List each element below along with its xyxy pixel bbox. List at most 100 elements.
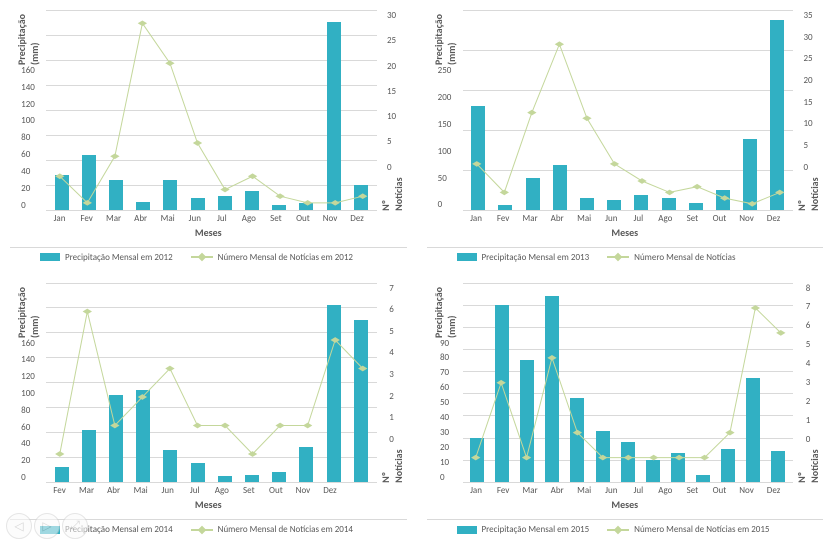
legend-news-label: Número Mensal de Notícias em 2014 <box>218 524 353 535</box>
legend: Precipitação Mensal em 2012Número Mensal… <box>10 247 407 263</box>
x-tick: Dez <box>344 213 371 224</box>
y-left-tick: 90 <box>440 338 449 349</box>
precip-bar <box>136 390 150 482</box>
x-tick: Jun <box>154 485 181 496</box>
plot-area <box>463 10 794 211</box>
y-left-tick: 20 <box>21 455 35 466</box>
precip-bar <box>553 165 567 210</box>
y-left-tick: 160 <box>21 65 35 76</box>
precip-bar <box>272 205 286 210</box>
y-left-tick: 30 <box>440 427 449 438</box>
y-right-tick: 10 <box>803 118 812 129</box>
chart-2012: Precipitação (mm)16014012010080604020030… <box>10 10 407 263</box>
y-right-tick: 6 <box>806 320 811 331</box>
x-tick: Fev <box>46 485 73 496</box>
y-left-tick: 140 <box>21 82 35 93</box>
precip-bar <box>520 360 534 482</box>
y-left-tick: 60 <box>21 149 35 160</box>
plot-area <box>463 283 794 484</box>
swatch-line-icon <box>607 252 629 262</box>
x-tick: Jul <box>625 213 652 224</box>
y-right-tick: 5 <box>803 140 812 151</box>
x-tick: Ago <box>652 485 679 496</box>
y-left-tick: 100 <box>438 146 452 157</box>
y-left-tick: 50 <box>440 397 449 408</box>
precip-bar <box>191 198 205 209</box>
precip-bar <box>354 320 368 482</box>
legend-precip-label: Precipitação Mensal em 2013 <box>482 252 590 263</box>
x-tick: Mar <box>73 485 100 496</box>
y-left-label: Precipitação (mm) <box>15 10 41 65</box>
plot-area <box>46 283 377 484</box>
legend: Precipitação Mensal em 2015Número Mensal… <box>427 519 824 535</box>
y-left-label: Precipitação (mm) <box>15 283 41 338</box>
precip-bar <box>689 203 703 209</box>
x-tick: Abr <box>544 485 571 496</box>
precip-bar <box>82 430 96 482</box>
x-tick: Set <box>235 485 262 496</box>
swatch-bar-icon <box>40 253 60 261</box>
precip-bar <box>646 460 660 482</box>
x-tick: Mai <box>571 485 598 496</box>
y-left-tick: 80 <box>21 405 35 416</box>
y-left-tick: 10 <box>440 457 449 468</box>
x-tick: Abr <box>544 213 571 224</box>
precip-bar <box>721 449 735 482</box>
legend-news-label: Número Mensal de Notícias em 2015 <box>634 524 769 535</box>
y-left-tick: 0 <box>21 200 35 211</box>
x-tick: Fev <box>73 213 100 224</box>
precip-bar <box>716 190 730 209</box>
y-left-tick: 60 <box>440 382 449 393</box>
precip-bar <box>327 305 341 482</box>
precip-bar <box>495 305 509 482</box>
next-slide-button[interactable]: ▷ <box>34 513 60 539</box>
legend: Precipitação Mensal em 2013 Número Mensal… <box>427 247 824 263</box>
y-right-tick: 30 <box>803 32 812 43</box>
y-left-tick: 50 <box>438 173 452 184</box>
precip-bar <box>621 442 635 482</box>
x-tick: Mar <box>100 213 127 224</box>
x-label: Meses <box>10 498 407 511</box>
y-right-tick: 6 <box>389 304 394 315</box>
x-tick: Jan <box>463 485 490 496</box>
y-right-tick: 5 <box>387 136 396 147</box>
y-left-tick: 40 <box>440 412 449 423</box>
x-tick: Jan <box>463 213 490 224</box>
y-right-tick: 0 <box>803 162 812 173</box>
y-left-tick: 80 <box>440 352 449 363</box>
precip-bar <box>354 185 368 210</box>
precip-bar <box>55 175 69 210</box>
x-label: Meses <box>10 226 407 239</box>
x-tick: Jul <box>625 485 652 496</box>
legend-item-news: Número Mensal de Notícias <box>607 252 735 263</box>
precip-bar <box>770 20 784 210</box>
x-tick: Fev <box>490 213 517 224</box>
y-left-label: Precipitação (mm) <box>432 283 458 338</box>
prev-slide-button[interactable]: ◁ <box>6 513 32 539</box>
y-right-tick: 0 <box>806 434 811 445</box>
x-tick: Mai <box>127 485 154 496</box>
x-tick: Out <box>289 213 316 224</box>
x-tick: Jul <box>208 213 235 224</box>
precip-bar <box>299 203 313 209</box>
y-left-tick: 200 <box>438 92 452 103</box>
x-tick: Nov <box>316 213 343 224</box>
y-left-tick: 20 <box>21 183 35 194</box>
x-tick: Mai <box>154 213 181 224</box>
y-left-tick: 0 <box>438 199 452 210</box>
precip-bar <box>245 191 259 210</box>
y-left-tick: 0 <box>21 472 35 483</box>
precip-bar <box>109 395 123 482</box>
y-right-tick: 20 <box>387 61 396 72</box>
x-tick: Jun <box>598 213 625 224</box>
expand-slide-button[interactable]: ⤢ <box>62 513 88 539</box>
y-left-tick: 20 <box>440 442 449 453</box>
precip-bar <box>570 398 584 482</box>
y-left-tick: 120 <box>21 99 35 110</box>
x-tick: Jan <box>46 213 73 224</box>
x-tick: Ago <box>652 213 679 224</box>
y-left-tick: 40 <box>21 438 35 449</box>
y-right-tick: 35 <box>803 10 812 21</box>
x-tick: Mar <box>517 213 544 224</box>
y-right-tick: 10 <box>387 111 396 122</box>
